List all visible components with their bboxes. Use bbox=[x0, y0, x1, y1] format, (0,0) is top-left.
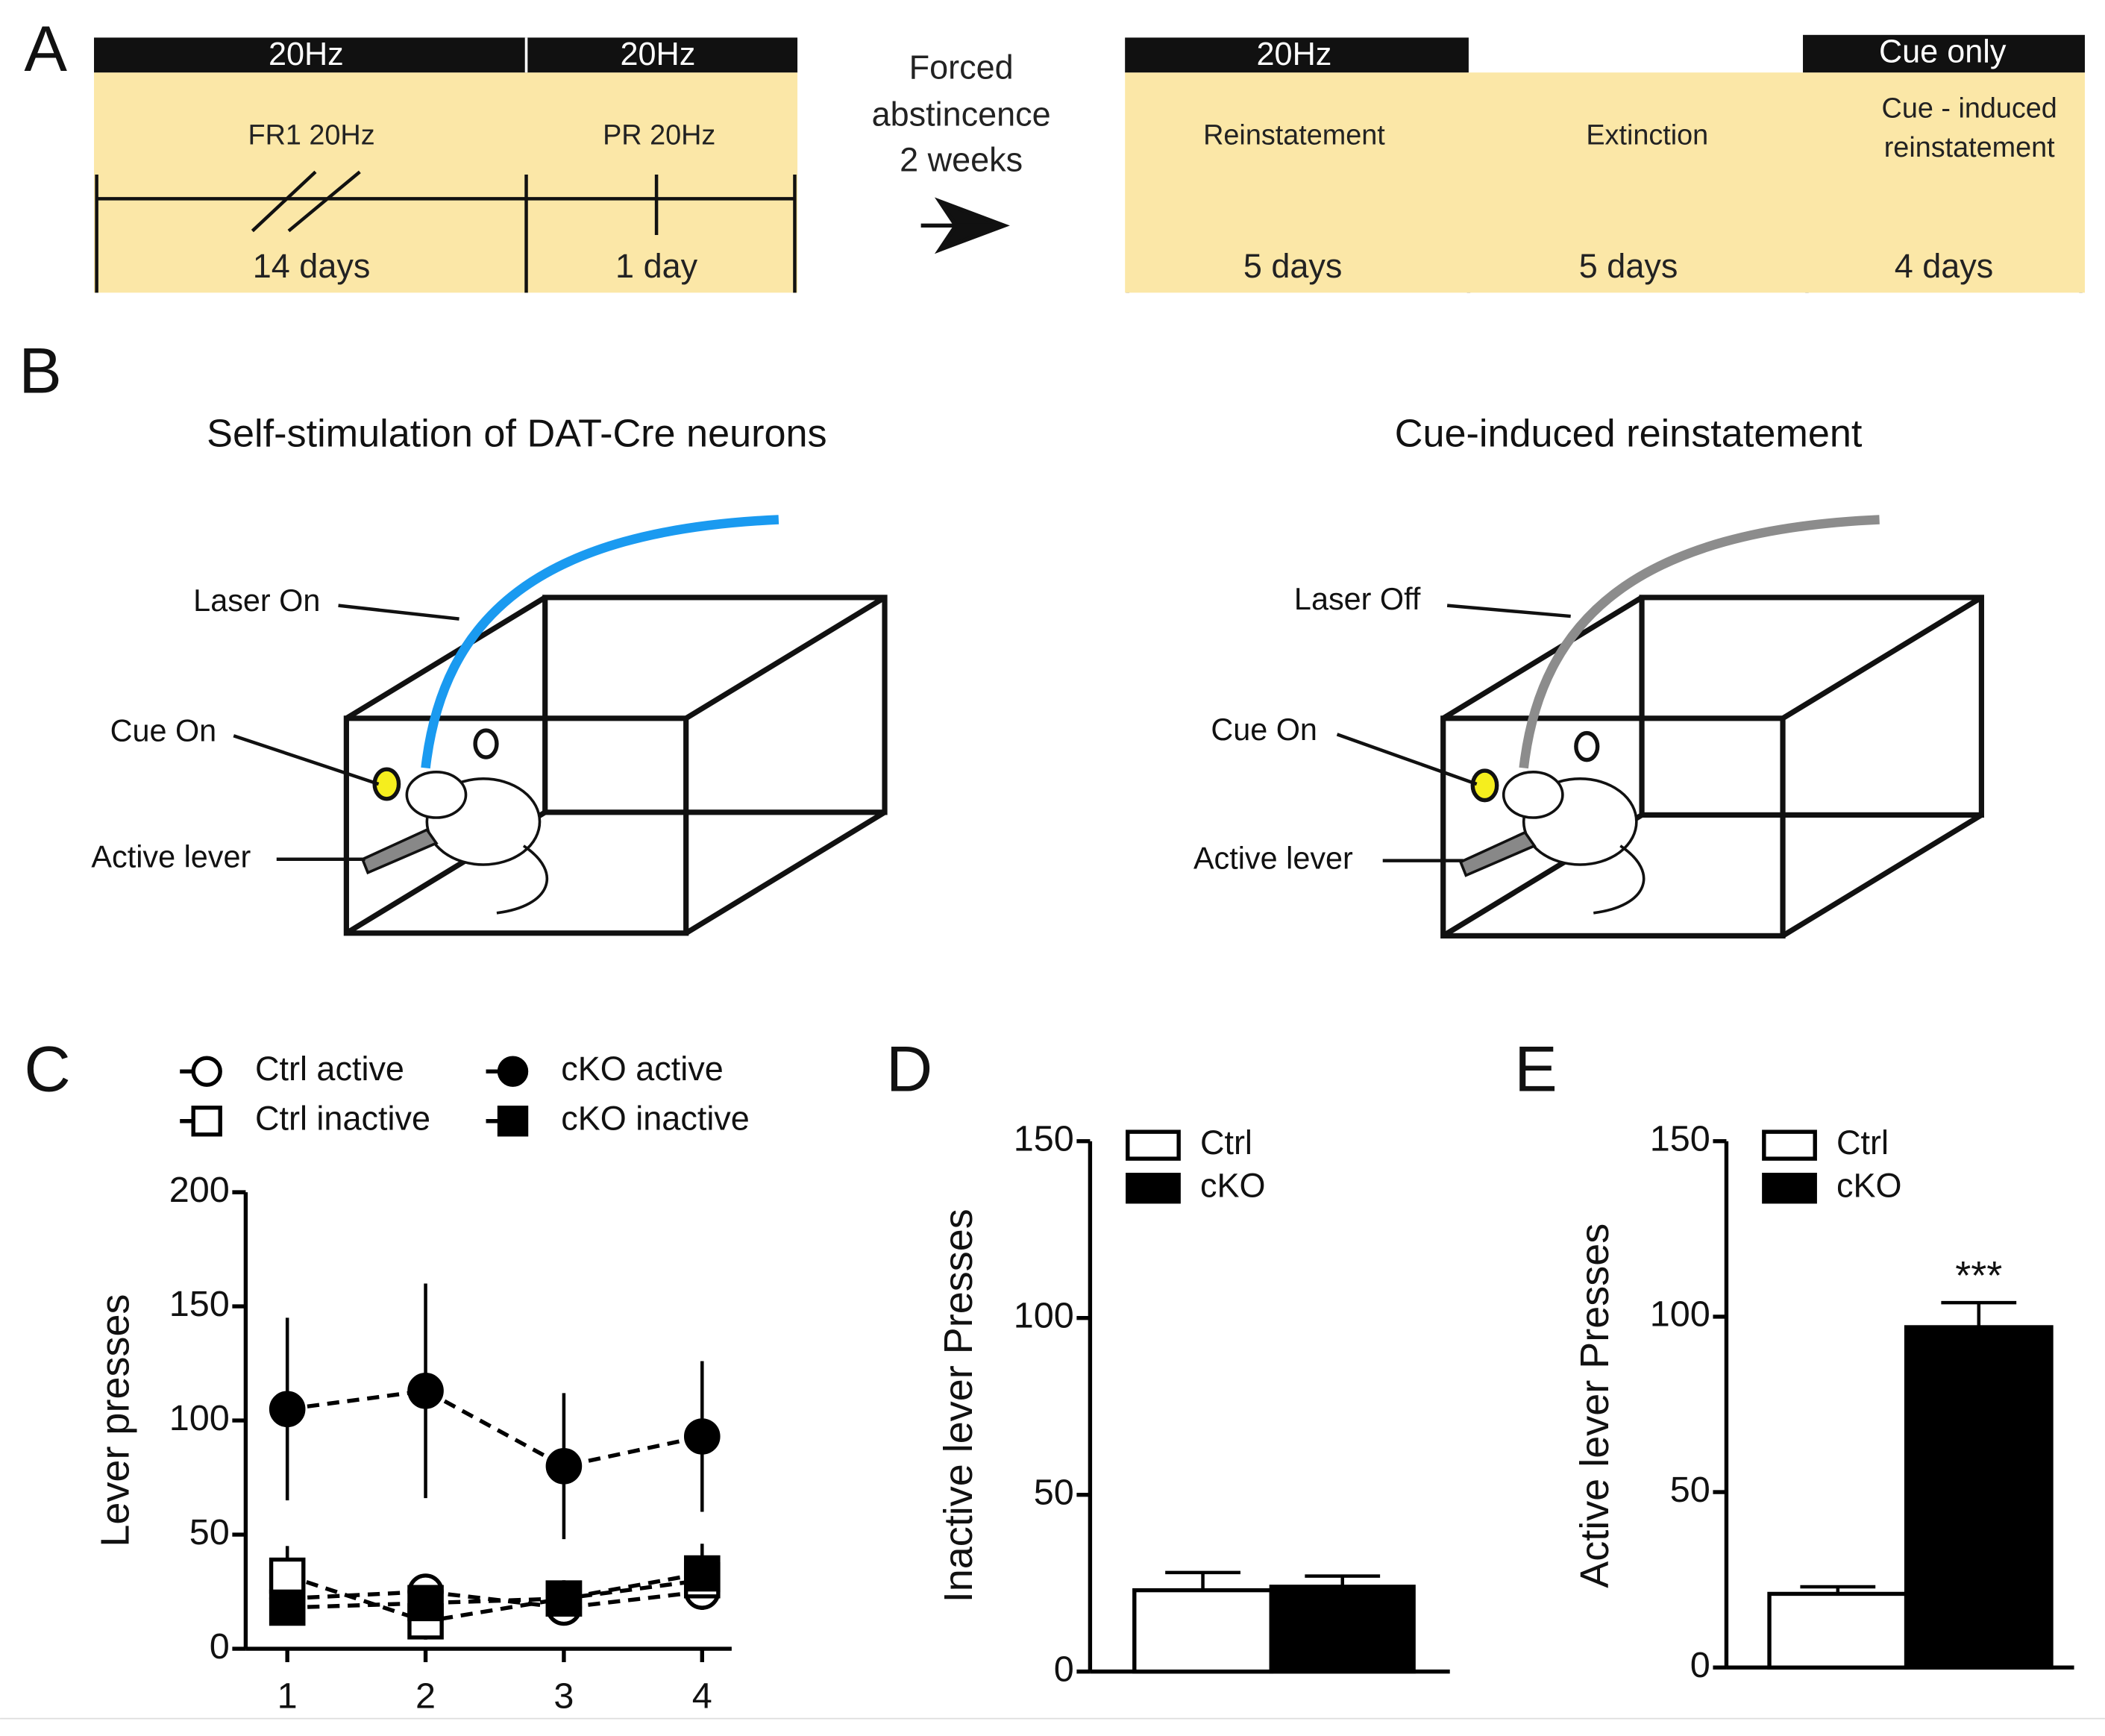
header: 20Hz bbox=[1257, 37, 1332, 72]
marker bbox=[545, 1580, 583, 1617]
legend-swatch bbox=[1762, 1129, 1817, 1161]
y-tick-label: 200 bbox=[169, 1170, 230, 1210]
header: Cue only bbox=[1879, 34, 2007, 69]
legend-swatch bbox=[1126, 1173, 1181, 1204]
duration: 1 day bbox=[615, 247, 698, 285]
marker bbox=[545, 1447, 583, 1485]
y-tick-label: 0 bbox=[210, 1626, 230, 1667]
y-tick-label: 50 bbox=[189, 1512, 230, 1552]
y-axis-label: Inactive lever Presses bbox=[936, 1209, 981, 1602]
duration: 5 days bbox=[1243, 247, 1343, 285]
phase: Extinction bbox=[1586, 120, 1708, 151]
arrow-text: 2 weeks bbox=[900, 141, 1023, 179]
legend-label: Ctrl bbox=[1836, 1124, 1889, 1162]
series-line bbox=[287, 1571, 703, 1610]
bar bbox=[1904, 1325, 2054, 1670]
legend-marker bbox=[497, 1106, 529, 1137]
callout: Active lever bbox=[91, 840, 251, 874]
arrow bbox=[920, 197, 1010, 254]
y-tick-label: 100 bbox=[169, 1398, 230, 1438]
callout: Laser On bbox=[193, 583, 320, 618]
y-tick-label: 150 bbox=[169, 1284, 230, 1324]
optic-fiber bbox=[421, 515, 779, 769]
y-axis-label: Active lever Presses bbox=[1572, 1223, 1617, 1588]
header: 20Hz bbox=[620, 37, 695, 72]
legend-marker bbox=[191, 1056, 222, 1087]
header-bar bbox=[94, 37, 798, 73]
legend-label: Ctrl inactive bbox=[255, 1100, 430, 1138]
rat bbox=[405, 771, 1646, 915]
y-tick-label: 50 bbox=[1670, 1470, 1710, 1510]
phase: PR 20Hz bbox=[603, 120, 715, 151]
marker bbox=[269, 1589, 306, 1626]
y-tick-label: 100 bbox=[1650, 1294, 1710, 1335]
bar bbox=[1132, 1588, 1274, 1674]
legend-label: Ctrl active bbox=[255, 1050, 404, 1088]
x-tick-label: 2 bbox=[415, 1676, 436, 1716]
legend-label: cKO bbox=[1200, 1167, 1266, 1205]
bar bbox=[1767, 1591, 1909, 1670]
arrow-text: Forced bbox=[909, 48, 1014, 86]
phase: Reinstatement bbox=[1203, 120, 1385, 151]
duration: 4 days bbox=[1895, 247, 1994, 285]
legend-label: cKO active bbox=[561, 1050, 724, 1088]
phase-box bbox=[1125, 72, 2085, 293]
y-tick-label: 50 bbox=[1034, 1472, 1074, 1512]
callout: Active lever bbox=[1193, 842, 1353, 876]
y-axis-label: Lever presses bbox=[93, 1294, 138, 1547]
scene-title: Cue-induced reinstatement bbox=[1395, 413, 1863, 456]
panel-label: B bbox=[19, 336, 62, 407]
callout: Cue On bbox=[110, 714, 217, 748]
y-tick-label: 0 bbox=[1054, 1649, 1074, 1689]
series-line bbox=[286, 1388, 703, 1469]
callout-line bbox=[233, 604, 1571, 862]
x-tick-label: 4 bbox=[692, 1676, 712, 1716]
legend-marker bbox=[497, 1056, 529, 1087]
y-tick-label: 0 bbox=[1690, 1645, 1710, 1685]
marker bbox=[683, 1555, 721, 1592]
x-tick-label: 3 bbox=[553, 1676, 574, 1716]
optic-fiber bbox=[1519, 515, 1880, 769]
marker bbox=[683, 1418, 721, 1455]
scene-title: Self-stimulation of DAT-Cre neurons bbox=[207, 413, 826, 456]
legend-label: Ctrl bbox=[1200, 1124, 1252, 1162]
cue-light bbox=[372, 728, 1600, 803]
x-tick-label: 1 bbox=[277, 1676, 298, 1716]
arrow-text: abstincence bbox=[872, 95, 1051, 133]
chamber bbox=[343, 595, 1984, 938]
y-tick-label: 100 bbox=[1014, 1296, 1074, 1336]
phase: FR1 20Hz bbox=[248, 120, 375, 151]
panel-label: A bbox=[24, 13, 67, 85]
marker bbox=[407, 1585, 444, 1622]
phase: reinstatement bbox=[1884, 132, 2055, 163]
panel-label: D bbox=[886, 1034, 932, 1106]
legend-marker bbox=[191, 1106, 222, 1137]
legend-label: cKO inactive bbox=[561, 1100, 750, 1138]
duration: 5 days bbox=[1579, 247, 1678, 285]
phase-box bbox=[94, 72, 798, 293]
panel-label: E bbox=[1514, 1034, 1557, 1106]
y-tick-label: 150 bbox=[1650, 1119, 1710, 1159]
legend-swatch bbox=[1762, 1173, 1817, 1204]
annotation: *** bbox=[1955, 1253, 2002, 1298]
marker bbox=[269, 1557, 306, 1594]
marker bbox=[269, 1391, 306, 1428]
callout: Laser Off bbox=[1294, 582, 1421, 616]
phase: Cue - induced bbox=[1882, 93, 2057, 125]
bar bbox=[1269, 1585, 1416, 1674]
duration: 14 days bbox=[253, 247, 371, 285]
legend-swatch bbox=[1126, 1129, 1181, 1161]
header: 20Hz bbox=[269, 37, 344, 72]
header-bar bbox=[1125, 37, 1469, 73]
legend-label: cKO bbox=[1836, 1167, 1902, 1205]
header-bar bbox=[1803, 34, 2085, 73]
callout: Cue On bbox=[1211, 712, 1317, 747]
lever bbox=[360, 827, 1537, 877]
y-tick-label: 150 bbox=[1014, 1119, 1074, 1159]
panel-label: C bbox=[24, 1034, 70, 1106]
marker bbox=[407, 1373, 444, 1409]
